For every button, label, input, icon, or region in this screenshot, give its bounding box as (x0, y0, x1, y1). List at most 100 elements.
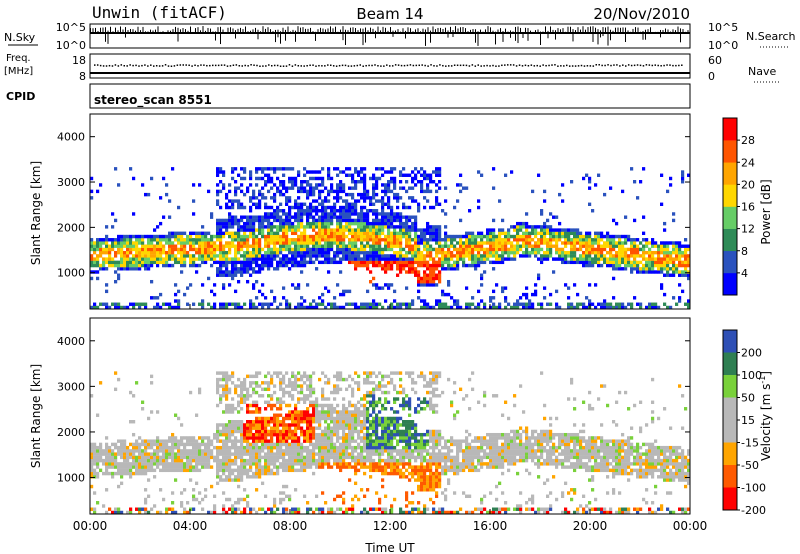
range-gate-cell (108, 465, 112, 469)
range-gate-cell (249, 176, 253, 181)
range-gate-cell (348, 247, 352, 252)
range-gate-cell (477, 257, 481, 261)
range-gate-cell (102, 504, 106, 508)
range-gate-cell (525, 292, 529, 297)
range-gate-cell (525, 247, 529, 252)
range-gate-cell (249, 468, 253, 473)
range-gate-cell (390, 221, 394, 226)
range-gate-cell (246, 504, 250, 508)
range-gate-cell (93, 270, 97, 274)
range-gate-cell (300, 241, 304, 245)
nsky-bar (277, 34, 279, 38)
nsky-bar (562, 28, 564, 33)
range-gate-cell (213, 507, 217, 511)
nsky-bar (205, 30, 206, 33)
range-gate-cell (213, 254, 217, 258)
range-gate-cell (195, 468, 199, 473)
range-gate-cell (165, 507, 169, 511)
range-gate-cell (585, 254, 589, 258)
range-gate-cell (438, 302, 442, 306)
range-gate-cell (636, 260, 640, 265)
nsky-bar (420, 31, 421, 33)
freq-dot (542, 64, 544, 66)
range-gate-cell (528, 254, 532, 258)
range-gate-cell (228, 407, 232, 411)
range-gate-cell (246, 279, 250, 284)
range-gate-cell (288, 260, 292, 265)
range-gate-cell (369, 250, 373, 255)
range-gate-cell (498, 302, 502, 306)
range-gate-cell (591, 250, 595, 255)
range-gate-cell (243, 263, 247, 268)
range-gate-cell (543, 199, 547, 203)
range-gate-cell (288, 410, 292, 414)
range-gate-cell (666, 270, 670, 274)
range-gate-cell (297, 215, 301, 219)
range-gate-cell (486, 247, 490, 252)
range-gate-cell (579, 241, 583, 245)
range-gate-cell (228, 387, 232, 392)
range-gate-cell (243, 426, 247, 430)
range-gate-cell (285, 196, 289, 200)
range-gate-cell (513, 254, 517, 258)
range-gate-cell (189, 257, 193, 261)
nsky-bar (355, 27, 356, 33)
nsky-bar (255, 27, 256, 33)
range-gate-cell (219, 231, 223, 236)
nsky-bar (650, 27, 651, 33)
range-gate-cell (270, 381, 274, 385)
range-gate-cell (225, 263, 229, 268)
range-gate-cell (375, 209, 379, 213)
range-gate-cell (255, 305, 259, 310)
range-gate-cell (234, 475, 238, 479)
range-gate-cell (378, 221, 382, 226)
range-gate-cell (345, 289, 349, 294)
range-gate-cell (201, 250, 205, 255)
range-gate-cell (177, 299, 181, 303)
range-gate-cell (186, 254, 190, 258)
range-gate-cell (156, 225, 160, 229)
range-gate-cell (573, 257, 577, 261)
nsky-bar (285, 34, 286, 41)
range-gate-cell (429, 238, 433, 242)
range-gate-cell (231, 478, 235, 482)
range-gate-cell (228, 390, 232, 395)
nsky-bar (215, 34, 216, 41)
range-gate-cell (147, 452, 151, 456)
range-gate-cell (303, 225, 307, 229)
range-gate-cell (345, 221, 349, 226)
range-gate-cell (297, 254, 301, 258)
range-gate-cell (657, 263, 661, 268)
nsky-bar (435, 29, 436, 33)
range-gate-cell (177, 458, 181, 463)
range-gate-cell (270, 238, 274, 242)
range-gate-cell (90, 276, 94, 281)
range-gate-cell (237, 501, 241, 505)
range-gate-cell (510, 225, 514, 229)
range-gate-cell (378, 247, 382, 252)
range-gate-cell (414, 270, 418, 274)
range-gate-cell (255, 432, 259, 437)
range-gate-cell (465, 231, 469, 236)
range-gate-cell (282, 247, 286, 252)
range-gate-cell (156, 465, 160, 469)
range-gate-cell (243, 167, 247, 171)
range-gate-cell (207, 189, 211, 194)
range-gate-cell (165, 234, 169, 239)
range-gate-cell (315, 305, 319, 310)
range-gate-cell (141, 254, 145, 258)
range-gate-cell (123, 250, 127, 255)
range-gate-cell (102, 250, 106, 255)
range-gate-cell (189, 442, 193, 447)
range-gate-cell (585, 247, 589, 252)
range-gate-cell (285, 231, 289, 236)
range-gate-cell (93, 491, 97, 495)
range-gate-cell (228, 420, 232, 424)
range-gate-cell (276, 254, 280, 258)
range-gate-cell (96, 445, 100, 450)
range-gate-cell (156, 296, 160, 300)
range-gate-cell (537, 276, 541, 281)
range-gate-cell (441, 238, 445, 242)
range-gate-cell (285, 202, 289, 206)
range-gate-cell (252, 234, 256, 239)
